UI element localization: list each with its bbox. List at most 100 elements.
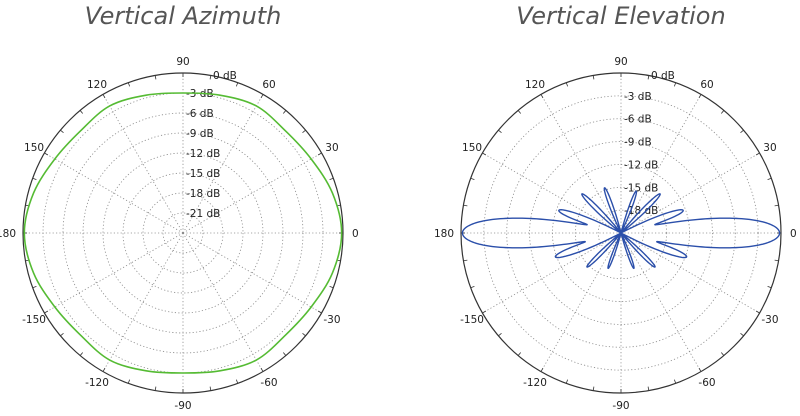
angle-label-30: 30 (325, 142, 338, 154)
grid-ring (122, 172, 244, 294)
outer-tick (102, 94, 106, 99)
outer-tick (127, 379, 131, 384)
grid-spoke (620, 152, 760, 234)
outer-tick (592, 386, 595, 391)
grid-spoke (482, 232, 622, 314)
db-label-minus-18: -18 dB (186, 188, 220, 200)
db-label-minus-3: -3 dB (624, 91, 652, 103)
outer-tick (482, 310, 487, 314)
grid-ring (574, 186, 668, 280)
outer-tick (740, 332, 744, 337)
pattern-curve (461, 187, 781, 270)
outer-tick (698, 367, 702, 372)
outer-tick (482, 152, 487, 156)
pattern-curve (23, 92, 343, 374)
angle-label-0: 0 (352, 228, 359, 240)
outer-tick (720, 110, 725, 114)
outer-tick (470, 177, 475, 181)
angle-label-90: 90 (176, 56, 189, 68)
chart-title: Vertical Azimuth (85, 2, 282, 30)
grid-spoke (540, 232, 622, 372)
grid-ring (597, 209, 645, 257)
polar-grid (23, 73, 343, 393)
angle-label-minus-90: -90 (612, 400, 629, 412)
outer-tick (44, 152, 49, 156)
db-label-0: 0 dB (651, 70, 675, 82)
grid-spoke (482, 152, 622, 234)
outer-tick (60, 129, 64, 134)
angle-label-minus-150: -150 (460, 314, 484, 326)
outer-tick (565, 82, 569, 87)
outer-tick (463, 259, 468, 262)
angle-label-minus-30: -30 (761, 314, 778, 326)
polar-grid (461, 73, 781, 393)
angle-label-120: 120 (525, 79, 545, 91)
outer-tick (260, 94, 264, 99)
outer-tick (127, 82, 131, 87)
grid-spoke (182, 232, 264, 372)
outer-tick (767, 285, 772, 289)
outer-tick (317, 152, 322, 156)
outer-tick (498, 332, 502, 337)
grid-spoke (620, 232, 760, 314)
db-label-minus-9: -9 dB (624, 137, 652, 149)
grid-spoke (182, 232, 322, 314)
angle-label-minus-60: -60 (260, 377, 277, 389)
outer-tick (44, 310, 49, 314)
angle-label-minus-150: -150 (22, 314, 46, 326)
outer-tick (60, 332, 64, 337)
angle-label-minus-120: -120 (85, 377, 109, 389)
db-label-minus-15: -15 dB (624, 182, 658, 194)
db-label-0: 0 dB (213, 70, 237, 82)
outer-tick (302, 332, 306, 337)
chart-title: Vertical Elevation (516, 2, 725, 30)
db-label-minus-6: -6 dB (186, 108, 214, 120)
angle-label-30: 30 (763, 142, 776, 154)
outer-tick (329, 285, 334, 289)
outer-tick (517, 110, 522, 114)
angle-label-60: 60 (700, 79, 713, 91)
outer-tick (317, 310, 322, 314)
outer-tick (209, 386, 212, 391)
outer-tick (755, 152, 760, 156)
outer-tick (32, 177, 37, 181)
outer-tick (720, 352, 725, 356)
outer-tick (673, 379, 677, 384)
grid-spoke (540, 94, 622, 234)
angle-label-90: 90 (614, 56, 627, 68)
grid-ring (102, 152, 264, 314)
outer-tick (32, 285, 37, 289)
outer-tick (498, 129, 502, 134)
db-label-minus-21: -21 dB (186, 208, 220, 220)
angle-label-60: 60 (262, 79, 275, 91)
grid-spoke (44, 152, 184, 234)
db-label-minus-12: -12 dB (186, 148, 220, 160)
outer-tick (698, 94, 702, 99)
outer-tick (282, 110, 287, 114)
outer-tick (517, 352, 522, 356)
outer-tick (463, 204, 468, 207)
outer-tick (79, 110, 84, 114)
outer-tick (209, 75, 212, 80)
db-label-minus-9: -9 dB (186, 128, 214, 140)
outer-tick (767, 177, 772, 181)
outer-tick (774, 259, 779, 262)
outer-tick (673, 82, 677, 87)
outer-tick (540, 367, 544, 372)
outer-tick (540, 94, 544, 99)
polar-chart-azimuth: Vertical Azimuth 90 60 30 0 -30 -60 -90 -120 -150… (0, 2, 359, 412)
angle-label-150: 150 (24, 142, 44, 154)
grid-spoke (102, 94, 184, 234)
db-label-minus-15: -15 dB (186, 168, 220, 180)
angle-label-minus-90: -90 (174, 400, 191, 412)
outer-tick (774, 204, 779, 207)
grid-ring (506, 118, 736, 348)
angle-label-150: 150 (462, 142, 482, 154)
grid-spoke (44, 232, 184, 314)
grid-spoke (182, 152, 322, 234)
db-label-minus-6: -6 dB (624, 114, 652, 126)
angle-label-180: 180 (434, 228, 454, 240)
grid-ring (142, 192, 224, 274)
outer-tick (329, 177, 334, 181)
